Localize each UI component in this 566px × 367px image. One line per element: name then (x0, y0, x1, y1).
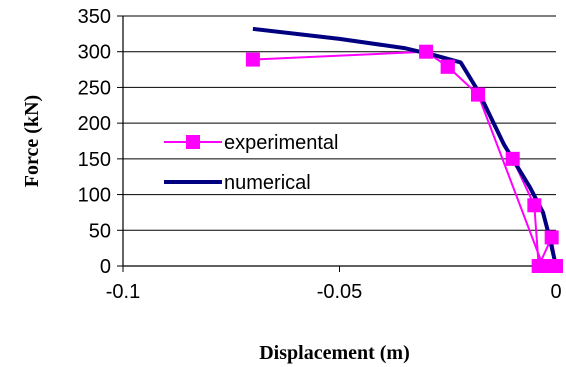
experimental-point-7 (544, 230, 559, 245)
y-axis-title: Force (kN) (21, 95, 43, 187)
gridlines (123, 15, 556, 231)
experimental-point-11 (440, 59, 455, 74)
data-series (245, 26, 563, 273)
legend: experimental numerical (164, 132, 339, 194)
y-tick-label-5: 250 (78, 77, 111, 99)
experimental-point-8 (549, 259, 563, 273)
y-tick-labels: 0 50 100 150 200 250 300 350 (78, 6, 111, 278)
y-tick-label-2: 100 (78, 185, 111, 207)
axes (117, 15, 557, 272)
experimental-point-9 (536, 259, 551, 273)
y-tick-label-3: 150 (78, 149, 111, 171)
experimental-point-1 (419, 44, 434, 59)
y-tick-label-1: 50 (89, 220, 111, 242)
legend-experimental-label: experimental (224, 132, 339, 154)
x-tick-label-0: -0.1 (106, 281, 140, 303)
y-tick-label-0: 0 (100, 256, 111, 278)
legend-numerical-label: numerical (224, 172, 311, 194)
experimental-point-10 (471, 87, 486, 102)
legend-experimental-marker (186, 135, 200, 149)
x-tick-labels: -0.1 -0.05 0 (106, 281, 562, 303)
x-axis-title: Displacement (m) (259, 342, 410, 364)
x-tick-label-2: 0 (550, 281, 561, 303)
y-tick-label-7: 350 (78, 6, 111, 28)
y-tick-label-6: 300 (78, 42, 111, 64)
experimental-point-5 (527, 198, 542, 213)
experimental-point-4 (505, 151, 520, 166)
y-tick-label-4: 200 (78, 113, 111, 135)
x-tick-label-1: -0.05 (317, 281, 363, 303)
experimental-point-0 (245, 52, 260, 67)
